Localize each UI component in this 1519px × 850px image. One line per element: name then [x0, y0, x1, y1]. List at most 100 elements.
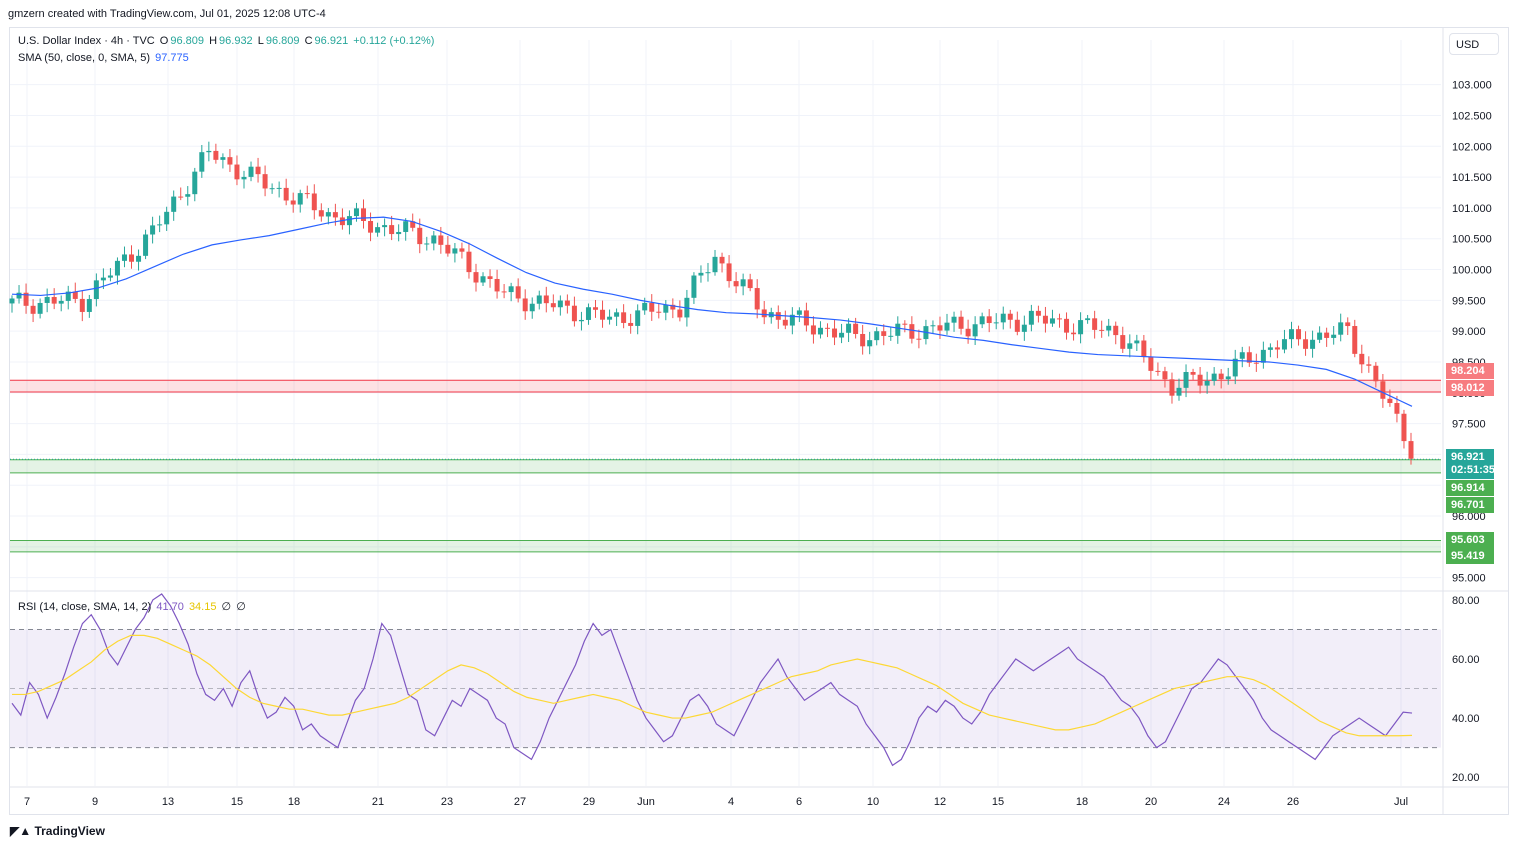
candle-body: [1387, 398, 1393, 404]
candle-body: [452, 248, 458, 254]
candle-body: [1014, 319, 1020, 332]
candle-body: [1155, 370, 1161, 372]
candle-body: [311, 193, 317, 211]
candle-body: [600, 309, 606, 320]
candle-body: [1134, 340, 1140, 344]
candle-body: [1028, 310, 1034, 325]
candle-body: [255, 166, 261, 175]
sma-legend[interactable]: SMA (50, close, 0, SMA, 5) 97.775: [18, 52, 191, 64]
candle-body: [121, 254, 127, 261]
candle-body: [143, 234, 149, 256]
candle-body: [396, 231, 402, 235]
tradingview-logo[interactable]: ◤▲ TradingView: [10, 824, 105, 838]
candle-body: [782, 319, 788, 326]
candle-body: [1359, 353, 1365, 365]
candle-body: [628, 322, 634, 326]
rsi-tick-label: 20.00: [1452, 772, 1480, 784]
candle-body: [241, 176, 247, 180]
candle-body: [1085, 318, 1091, 321]
time-tick-label: Jun: [637, 796, 655, 808]
candle-body: [1408, 441, 1414, 459]
candle-body: [593, 307, 599, 310]
candle-body: [150, 225, 156, 235]
candle-body: [614, 312, 620, 317]
rsi-legend[interactable]: RSI (14, close, SMA, 14, 2) 41.70 34.15 …: [18, 600, 248, 613]
candle-body: [368, 220, 374, 233]
price-tick-label: 102.000: [1452, 141, 1492, 153]
candle-body: [51, 297, 57, 304]
candle-body: [178, 196, 184, 198]
candle-body: [79, 298, 85, 312]
candle-body: [1190, 372, 1196, 375]
rsi-na-2: ∅: [236, 601, 246, 613]
candle-body: [958, 316, 964, 329]
candle-body: [129, 254, 135, 262]
time-tick-label: 6: [796, 796, 802, 808]
candle-body: [571, 305, 577, 322]
candle-body: [965, 328, 971, 337]
candle-body: [283, 187, 289, 201]
zone-red-bottom-tag: 98.012: [1446, 380, 1494, 396]
candle-body: [1148, 357, 1154, 371]
candle-body: [1394, 403, 1400, 414]
candle-body: [9, 298, 15, 304]
candle-body: [1035, 310, 1041, 316]
candle-body: [382, 225, 388, 228]
zone-green2-bottom-tag: 95.419: [1446, 548, 1494, 564]
candle-body: [276, 187, 282, 189]
candle-body: [346, 216, 352, 226]
time-tick-label: Jul: [1394, 796, 1408, 808]
candle-body: [1042, 315, 1048, 324]
candle-body: [670, 304, 676, 310]
candle-body: [494, 278, 500, 292]
candle-body: [192, 171, 198, 195]
currency-button[interactable]: USD: [1449, 33, 1499, 55]
time-tick-label: 27: [514, 796, 526, 808]
candle-body: [796, 310, 802, 315]
time-tick-label: 20: [1145, 796, 1157, 808]
candle-body: [937, 325, 943, 331]
rsi-tick-label: 80.00: [1452, 595, 1480, 607]
rsi-label: RSI (14, close, SMA, 14, 2): [18, 601, 152, 613]
candle-body: [1267, 347, 1273, 350]
candle-body: [860, 333, 866, 347]
candle-body: [867, 340, 873, 347]
candle-body: [895, 323, 901, 336]
low-value: 96.809: [265, 35, 300, 47]
zone-2-fill: [10, 540, 1441, 552]
candle-body: [220, 157, 226, 160]
candle-body: [888, 335, 894, 337]
candle-body: [649, 302, 655, 312]
tv-logo-icon: ◤▲: [10, 824, 35, 838]
candle-body: [1183, 372, 1189, 388]
candle-body: [1056, 318, 1062, 320]
candle-body: [30, 305, 36, 314]
candle-body: [607, 316, 613, 320]
price-tick-label: 96.000: [1452, 511, 1486, 523]
candle-body: [1338, 322, 1344, 335]
candle-body: [832, 328, 838, 338]
candle-body: [424, 243, 430, 245]
rsi-sma-value: 34.15: [188, 601, 217, 613]
tv-brand: TradingView: [34, 824, 105, 838]
candle-body: [227, 157, 233, 165]
time-tick-label: 21: [372, 796, 384, 808]
candle-body: [930, 325, 936, 327]
candle-body: [951, 316, 957, 323]
candle-body: [1106, 325, 1112, 331]
time-tick-label: 10: [867, 796, 879, 808]
symbol-name[interactable]: U.S. Dollar Index · 4h · TVC: [18, 35, 155, 47]
candle-body: [543, 295, 549, 304]
candle-body: [262, 174, 268, 189]
candle-body: [86, 299, 92, 312]
candle-body: [389, 225, 395, 235]
candle-body: [431, 235, 437, 244]
candle-body: [726, 263, 732, 282]
candle-body: [916, 338, 922, 340]
candle-body: [1345, 322, 1351, 327]
candle-body: [403, 221, 409, 232]
candle-body: [1120, 335, 1126, 349]
candle-body: [1049, 318, 1055, 324]
close-label: C: [304, 35, 313, 47]
